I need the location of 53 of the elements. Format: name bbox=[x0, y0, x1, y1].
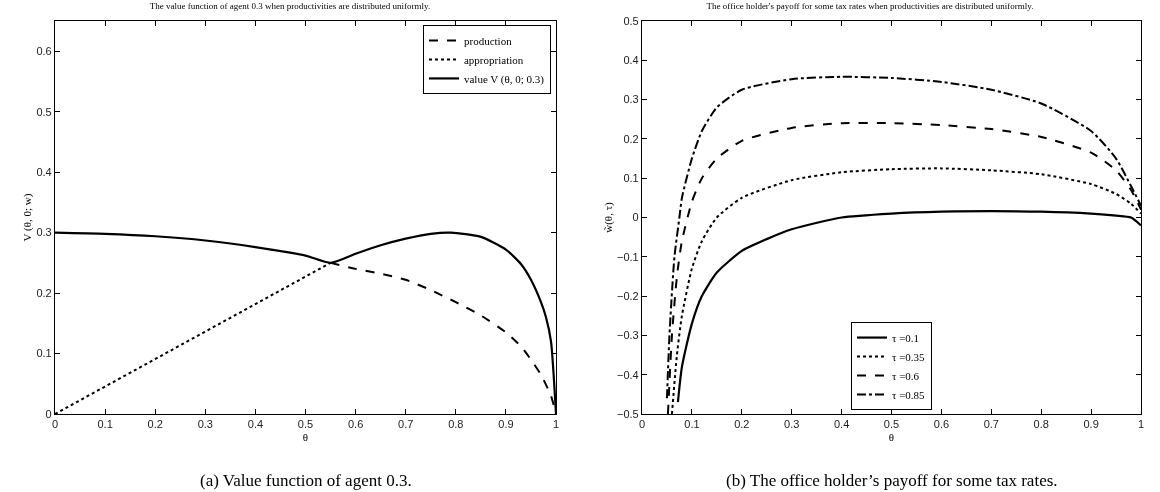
y-tick-label: −0.5 bbox=[616, 407, 639, 420]
y-tick-label: 0.5 bbox=[36, 105, 52, 118]
chart-title: The value function of agent 0.3 when productivities are distributed uniformly. bbox=[149, 0, 431, 11]
y-tick-label: 0.4 bbox=[623, 54, 639, 67]
legend-label: τ =0.35 bbox=[892, 350, 926, 363]
text: (a) Value function of agent 0.3. bbox=[200, 471, 412, 490]
y-tick-label: 0 bbox=[45, 407, 52, 420]
y-tick-label: 0.4 bbox=[36, 166, 52, 178]
x-tick-label: 0.8 bbox=[448, 418, 464, 431]
x-tick-label: 0.5 bbox=[883, 418, 900, 431]
x-tick-label: 0.1 bbox=[97, 418, 113, 431]
x-tick-label: 0.1 bbox=[684, 418, 700, 431]
y-tick-label: −0.3 bbox=[616, 329, 639, 342]
legend-label: τ =0.6 bbox=[892, 369, 920, 382]
chart-title: The office holder's payoff for some tax rates when productivities are distributed uniformly. bbox=[706, 0, 1034, 11]
x-tick-label: 0.8 bbox=[1033, 418, 1049, 431]
x-tick-label: 0.2 bbox=[147, 418, 163, 431]
x-tick-label: 0.7 bbox=[398, 418, 414, 431]
y-tick-label: −0.1 bbox=[616, 250, 639, 263]
x-tick-label: 0.9 bbox=[498, 418, 514, 431]
y-tick-label: 0.3 bbox=[623, 93, 639, 106]
x-tick-label: 0.3 bbox=[784, 418, 800, 431]
text: (b) The office holder’s payoff for some tax rates. bbox=[726, 471, 1058, 490]
x-tick-label: 0.3 bbox=[197, 418, 213, 431]
y-tick-label: 0.1 bbox=[623, 172, 639, 185]
y-tick-label: 0 bbox=[632, 211, 639, 224]
y-tick-label: 0.1 bbox=[36, 347, 52, 360]
x-axis-title: θ bbox=[302, 431, 309, 444]
legend-label: value V (θ, 0; 0.3) bbox=[463, 72, 545, 86]
y-tick-label: −0.2 bbox=[616, 289, 639, 302]
legend-label: appropriation bbox=[463, 53, 524, 66]
y-axis-title: V (θ, 0; w) bbox=[21, 193, 35, 242]
y-tick-label: −0.4 bbox=[616, 368, 639, 381]
x-tick-label: 0.6 bbox=[347, 418, 364, 431]
y-tick-label: 0.2 bbox=[36, 286, 52, 299]
x-tick-label: 0.4 bbox=[833, 418, 850, 431]
x-tick-label: 0.5 bbox=[297, 418, 314, 431]
x-tick-label: 0.4 bbox=[247, 418, 264, 431]
y-tick-label: 0.2 bbox=[623, 132, 639, 145]
x-tick-label: 1 bbox=[552, 418, 560, 431]
y-tick-label: 0.6 bbox=[36, 45, 52, 58]
y-tick-label: 0.5 bbox=[623, 14, 639, 27]
x-tick-label: 0.2 bbox=[734, 418, 750, 431]
legend-label: τ =0.1 bbox=[892, 331, 920, 344]
legend-label: production bbox=[463, 34, 513, 47]
x-axis-title: θ bbox=[888, 431, 895, 444]
legend-label: τ =0.85 bbox=[892, 388, 926, 401]
y-tick-label: 0.3 bbox=[36, 226, 52, 239]
y-axis-title: w̃(θ, τ) bbox=[601, 201, 615, 233]
x-tick-label: 0.7 bbox=[983, 418, 999, 431]
x-tick-label: 0.6 bbox=[933, 418, 950, 431]
x-tick-label: 0.9 bbox=[1083, 418, 1099, 431]
x-tick-label: 1 bbox=[1137, 418, 1145, 431]
